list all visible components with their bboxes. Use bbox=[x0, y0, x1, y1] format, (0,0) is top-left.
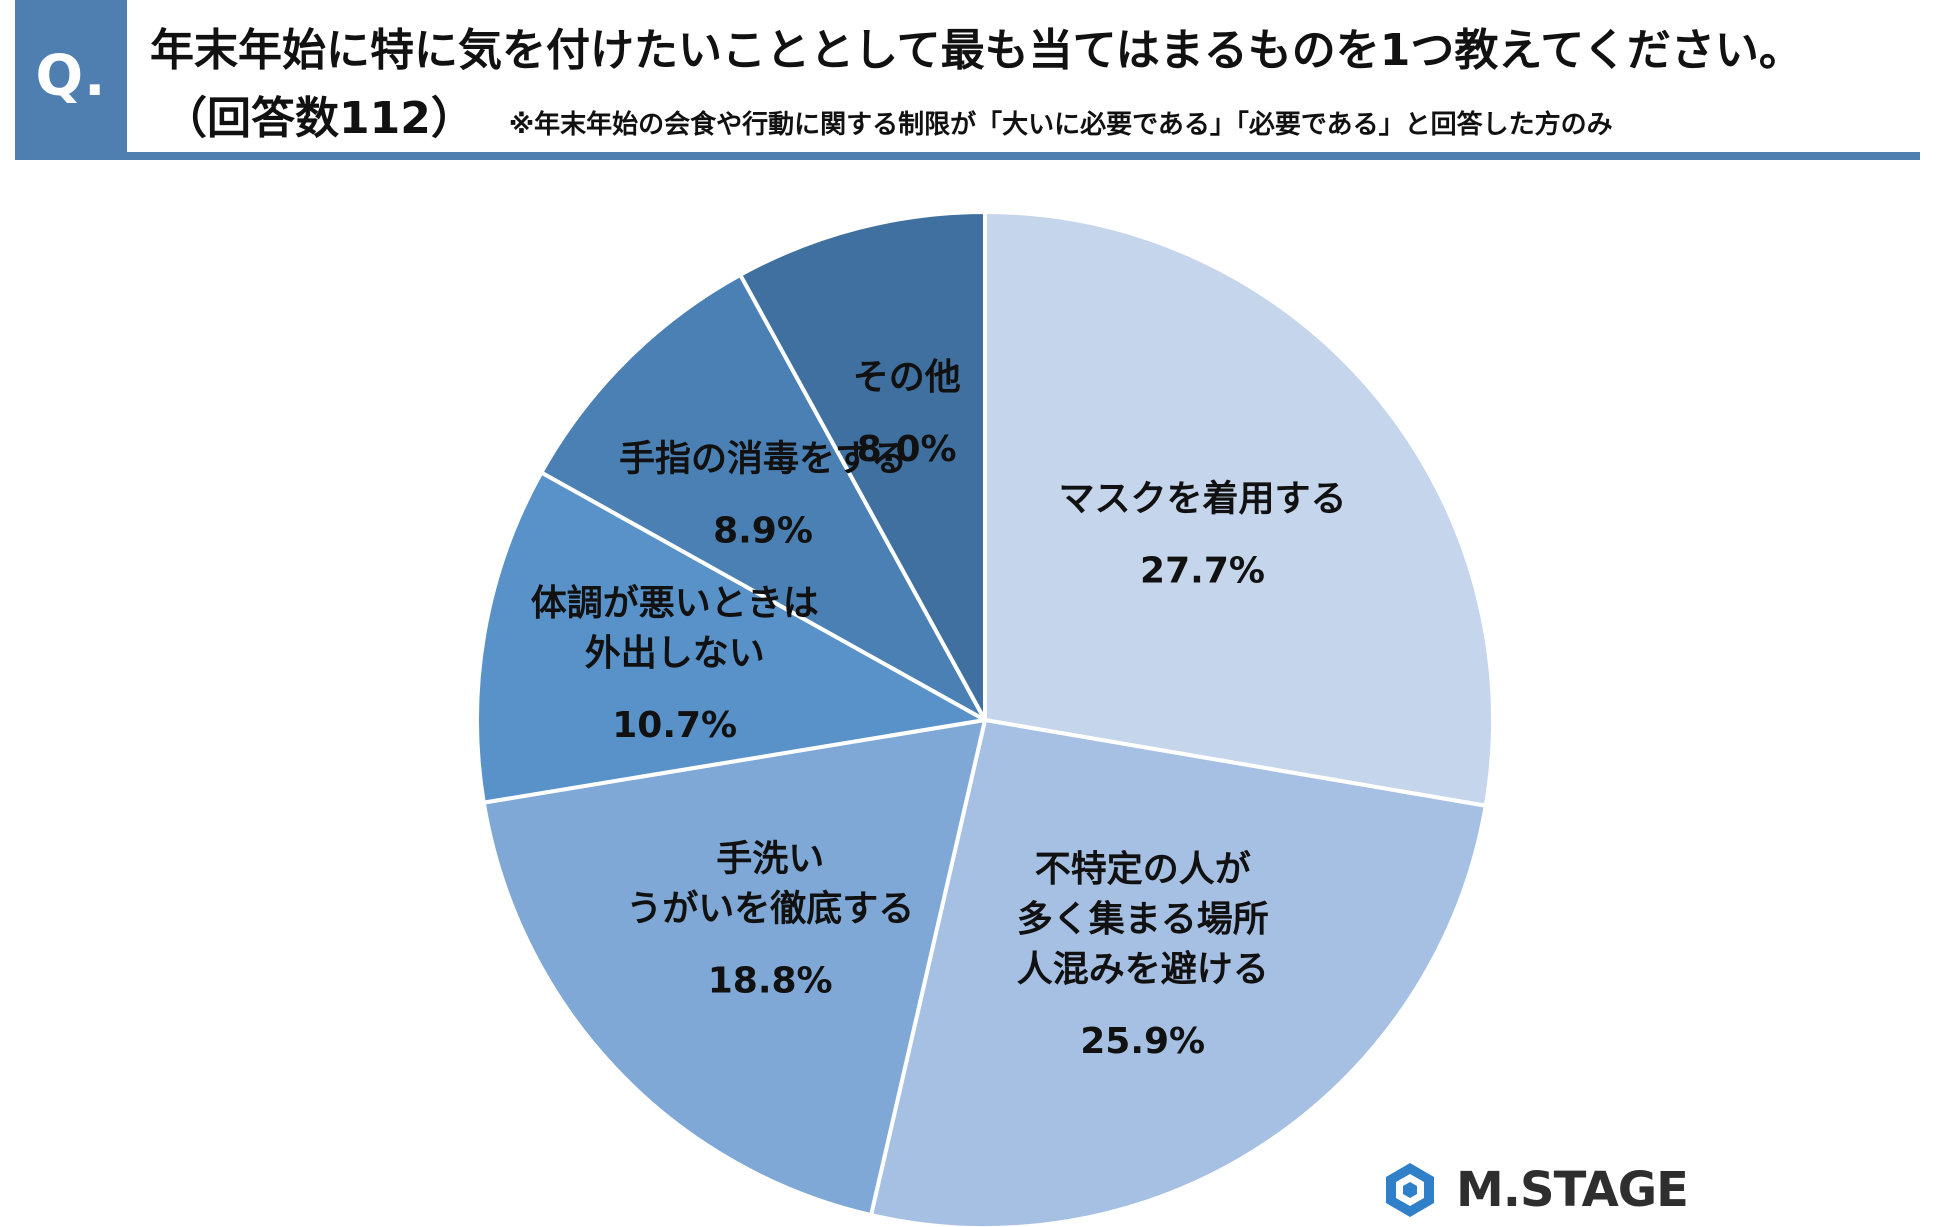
logo-text: M.STAGE bbox=[1456, 1162, 1689, 1218]
slice-category-label: 手指の消毒をする bbox=[619, 439, 907, 480]
slice-category-label: 不特定の人が bbox=[1035, 849, 1251, 890]
slice-value-label: 25.9% bbox=[1080, 1021, 1205, 1062]
respondent-count: （回答数112） bbox=[163, 93, 475, 144]
slice-value-label: 27.7% bbox=[1140, 551, 1265, 592]
slice-value-label: 8.0% bbox=[857, 429, 957, 470]
pie-slice-2 bbox=[869, 718, 1488, 1227]
question-header: Q. 年末年始に特に気を付けたいこととして最も当てはまるものを1つ教えてください… bbox=[15, 0, 1920, 160]
pie-slice-5 bbox=[539, 272, 987, 722]
slice-category-label: 人混みを避ける bbox=[1017, 949, 1269, 990]
pie-slice-3 bbox=[481, 718, 987, 1218]
question-badge: Q. bbox=[15, 0, 127, 152]
slice-category-label: 多く集まる場所 bbox=[1017, 899, 1269, 940]
slice-category-label: うがいを徹底する bbox=[626, 889, 914, 930]
hexagon-logo-icon bbox=[1386, 1163, 1434, 1217]
pie-label-5: 手指の消毒をする 8.9% bbox=[619, 439, 907, 552]
pie-slice-1 bbox=[983, 210, 1495, 808]
question-subline: （回答数112） ※年末年始の会食や行動に関する制限が「大いに必要である」「必要… bbox=[163, 82, 1613, 146]
question-title: 年末年始に特に気を付けたいこととして最も当てはまるものを1つ教えてください。 bbox=[150, 25, 1803, 76]
pie-slice-4 bbox=[475, 470, 987, 805]
slice-category-label: 外出しない bbox=[585, 633, 765, 674]
pie-slices bbox=[475, 210, 1495, 1227]
brand-logo: M.STAGE bbox=[1380, 1160, 1689, 1220]
pie-label-6: その他 8.0% bbox=[853, 357, 961, 470]
slice-value-label: 8.9% bbox=[713, 511, 813, 552]
slice-category-label: その他 bbox=[853, 357, 961, 398]
slice-category-label: マスクを着用する bbox=[1058, 479, 1346, 520]
slice-value-label: 10.7% bbox=[612, 705, 737, 746]
pie-slice-6 bbox=[738, 210, 987, 722]
pie-label-1: マスクを着用する 27.7% bbox=[1058, 479, 1346, 592]
slice-category-label: 体調が悪いときは bbox=[531, 583, 819, 624]
slice-value-label: 18.8% bbox=[708, 961, 833, 1002]
respondent-note: ※年末年始の会食や行動に関する制限が「大いに必要である」「必要である」と回答した… bbox=[508, 110, 1613, 140]
slice-category-label: 手洗い bbox=[716, 839, 824, 880]
